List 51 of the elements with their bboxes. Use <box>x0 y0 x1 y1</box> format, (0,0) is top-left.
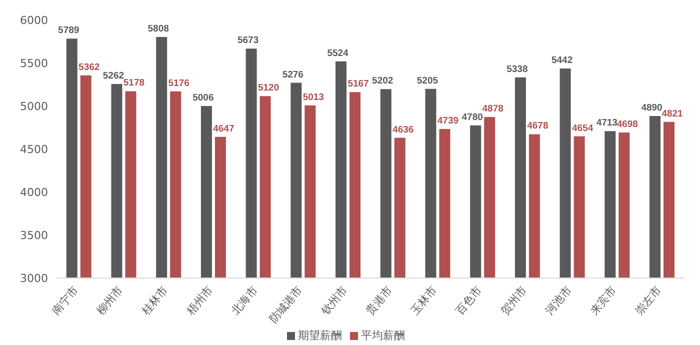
data-label: 4698 <box>616 118 638 130</box>
data-label: 5013 <box>302 92 324 103</box>
data-label: 5176 <box>168 78 190 89</box>
x-tick-label: 贺州市 <box>498 284 530 318</box>
y-tick-label: 6000 <box>20 14 48 27</box>
data-label: 4636 <box>392 124 414 136</box>
data-label: 5178 <box>123 78 145 89</box>
data-label: 4713 <box>596 118 618 129</box>
data-label: 4821 <box>662 108 684 120</box>
data-label: 4739 <box>437 115 459 126</box>
x-tick-label: 北海市 <box>228 284 260 318</box>
data-label: 5673 <box>237 35 259 46</box>
data-label: 5524 <box>327 48 350 59</box>
x-tick-label: 梧州市 <box>183 284 216 318</box>
data-label: 4678 <box>527 120 548 132</box>
x-tick-label: 河池市 <box>542 284 574 318</box>
x-tick-label: 钦州市 <box>318 284 350 318</box>
data-label: 4890 <box>641 102 662 114</box>
data-label: 5205 <box>416 75 439 86</box>
data-label: 4878 <box>482 103 504 114</box>
x-tick-label: 南宁市 <box>50 284 81 318</box>
y-tick-label: 3500 <box>20 228 48 242</box>
legend-label: 期望薪酬 <box>297 328 342 343</box>
x-tick-label: 贵港市 <box>364 284 395 318</box>
y-tick-label: 5500 <box>20 56 48 70</box>
y-tick-label: 4500 <box>20 142 48 156</box>
data-label: 4647 <box>213 123 234 134</box>
x-tick-label: 桂林市 <box>138 284 170 318</box>
data-label: 5202 <box>372 76 394 87</box>
data-label: 5808 <box>148 24 169 35</box>
data-label: 5120 <box>258 82 280 94</box>
x-tick-label: 百色市 <box>453 284 484 318</box>
data-label: 5006 <box>192 92 214 104</box>
x-tick-label: 玉林市 <box>408 284 440 318</box>
data-label: 5362 <box>78 62 100 73</box>
x-tick-label: 防城港市 <box>266 284 306 326</box>
x-tick-label: 柳州市 <box>94 284 126 318</box>
data-label: 4654 <box>572 122 594 134</box>
data-label: 4780 <box>462 112 483 123</box>
y-tick-label: 5000 <box>20 100 48 113</box>
legend-label: 平均薪酬 <box>360 328 405 343</box>
data-label: 5262 <box>102 70 124 82</box>
y-tick-label: 4000 <box>20 186 48 199</box>
y-tick-label: 3000 <box>20 272 48 285</box>
data-label: 5789 <box>58 25 80 36</box>
data-label: 5338 <box>506 64 528 75</box>
data-label: 5276 <box>282 69 304 80</box>
x-tick-label: 来宾市 <box>588 284 620 318</box>
data-label: 5167 <box>348 78 369 90</box>
data-label: 5442 <box>551 54 573 66</box>
x-tick-label: 崇左市 <box>632 284 664 318</box>
